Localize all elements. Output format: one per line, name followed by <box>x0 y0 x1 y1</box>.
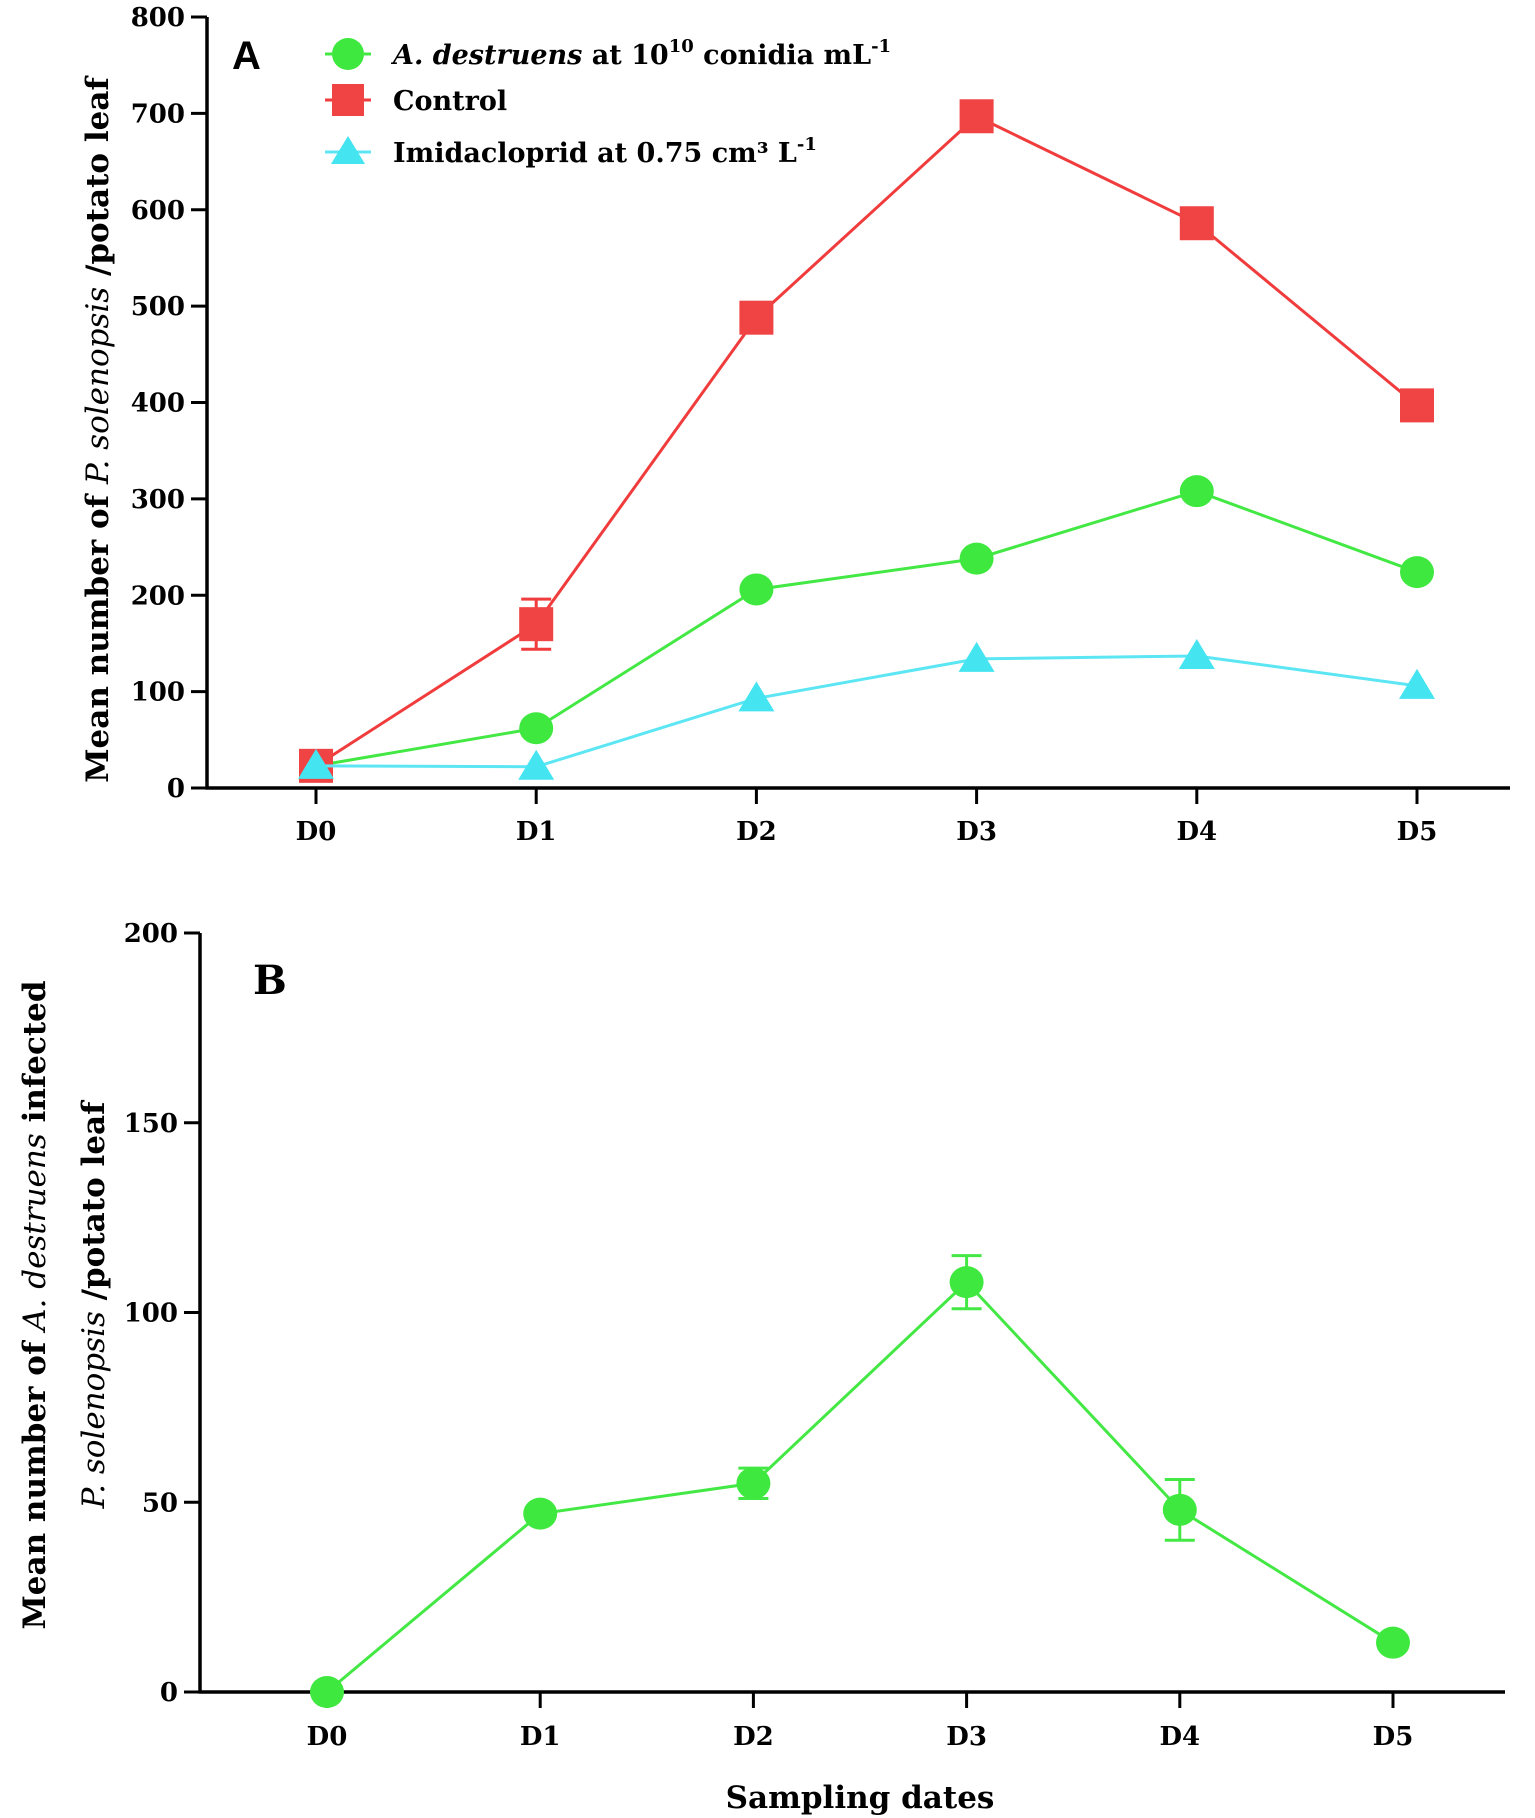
legend-item-control: Control <box>325 84 507 117</box>
legend-label-imidacloprid: Imidacloprid at 0.75 cm³ L-1 <box>393 134 817 169</box>
y-tick-label-a: 300 <box>131 485 185 515</box>
panel-a-axes: 0 100 200 300 400 500 600 700 800 D0 D1 D2 D3 D4 D5 <box>131 3 1510 847</box>
x-tick-label-b: D3 <box>946 1722 987 1752</box>
x-tick-label-a: D5 <box>1397 817 1438 847</box>
data-point-circle-a <box>739 573 774 606</box>
x-tick-label-b: D0 <box>307 1722 348 1752</box>
x-tick-label-b: D1 <box>520 1722 561 1752</box>
x-tick-label-a: D0 <box>296 817 337 847</box>
x-tick-label-b: D2 <box>733 1722 774 1752</box>
legend-marker-circle <box>332 38 364 70</box>
panel-b-xlabel: Sampling dates <box>726 1780 995 1816</box>
series-line-a-0 <box>315 489 1418 768</box>
panel-a-series <box>298 99 1435 783</box>
data-point-triangle-a <box>298 748 334 779</box>
y-tick-label-b: 200 <box>124 919 178 949</box>
data-point-square-a <box>1179 206 1214 241</box>
panel-b-axes: 0 50 100 150 200 D0 D1 D2 D3 D4 D5 <box>124 919 1505 1752</box>
data-point-circle-b <box>1376 1626 1410 1659</box>
data-point-circle-a <box>959 542 994 575</box>
data-point-triangle-a <box>518 749 555 780</box>
panel-b-ylabel-line2: P. solenopsis /potato leaf <box>76 1100 112 1510</box>
panel-b-ylabel-line1: Mean number of A. destruens infected <box>17 980 53 1629</box>
x-tick-label-a: D3 <box>956 817 997 847</box>
data-point-circle-a <box>1179 475 1214 508</box>
y-tick-label-a: 600 <box>131 196 185 226</box>
y-tick-label-a: 100 <box>131 678 185 708</box>
data-point-circle-a <box>1400 556 1434 589</box>
legend-marker-triangle <box>331 136 365 164</box>
series-line-b-0 <box>326 1280 1394 1694</box>
panel-b-series <box>310 1254 1410 1708</box>
y-tick-label-a: 200 <box>131 581 185 611</box>
legend-label-destruens: A. destruens at 1010 conidia mL-1 <box>390 36 891 71</box>
legend-item-imidacloprid: Imidacloprid at 0.75 cm³ L-1 <box>325 134 817 169</box>
legend-label-control: Control <box>393 86 507 117</box>
chart-panel-b: B 0 50 100 150 200 D0 D1 D2 D3 D4 D5 Mean number o… <box>17 919 1505 1816</box>
data-point-triangle-a <box>1399 668 1435 699</box>
y-tick-label-a: 700 <box>131 99 185 129</box>
data-point-square-a <box>519 607 554 642</box>
x-tick-label-a: D4 <box>1176 817 1217 847</box>
data-point-triangle-a <box>738 681 775 712</box>
y-tick-label-b: 50 <box>142 1488 178 1518</box>
y-tick-label-a: 0 <box>167 774 185 804</box>
y-tick-label-a: 500 <box>131 292 185 322</box>
legend-item-destruens: A. destruens at 1010 conidia mL-1 <box>325 36 891 71</box>
y-tick-label-a: 400 <box>131 389 185 419</box>
data-point-square-a <box>959 99 994 134</box>
x-tick-label-a: D2 <box>736 817 777 847</box>
data-point-circle-b <box>736 1467 771 1500</box>
data-point-triangle-a <box>1178 638 1215 669</box>
data-point-square-a <box>1400 388 1434 423</box>
legend-marker-square <box>332 84 364 116</box>
data-point-circle-a <box>519 712 554 745</box>
x-tick-label-a: D1 <box>516 817 557 847</box>
x-tick-label-b: D4 <box>1159 1722 1200 1752</box>
data-point-circle-b <box>1162 1493 1197 1526</box>
series-line-a-1 <box>315 114 1418 768</box>
data-point-circle-b <box>523 1497 558 1530</box>
data-point-square-a <box>739 300 774 335</box>
y-tick-label-b: 0 <box>160 1678 178 1708</box>
panel-label-a: A <box>232 34 261 78</box>
y-tick-label-b: 100 <box>124 1299 178 1329</box>
y-tick-label-a: 800 <box>131 3 185 33</box>
data-point-triangle-a <box>958 641 995 672</box>
panel-a-legend: A. destruens at 1010 conidia mL-1 Contro… <box>325 36 891 169</box>
data-point-circle-b <box>949 1266 984 1299</box>
panel-a-ylabel: Mean number of P. solenopsis /potato lea… <box>80 76 116 783</box>
series-line-a-2 <box>315 654 1418 769</box>
data-point-circle-b <box>310 1676 344 1708</box>
x-tick-label-b: D5 <box>1373 1722 1414 1752</box>
panel-label-b: B <box>253 957 287 1004</box>
y-tick-label-b: 150 <box>124 1109 178 1139</box>
